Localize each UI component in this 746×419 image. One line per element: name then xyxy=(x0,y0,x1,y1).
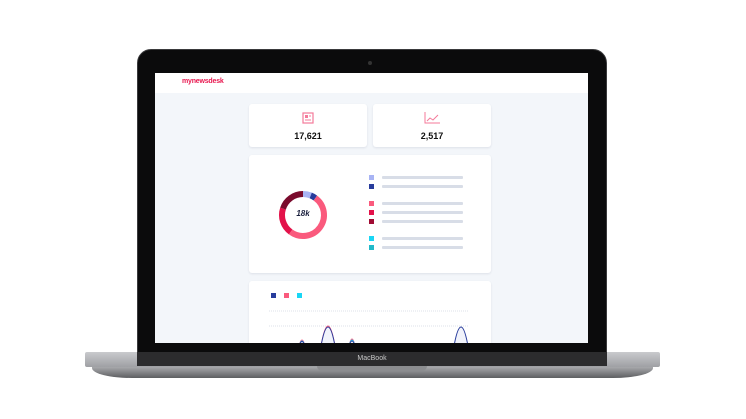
laptop-foot xyxy=(92,367,653,378)
newspaper-icon xyxy=(302,112,314,124)
line-chart-card xyxy=(249,281,491,343)
legend-item xyxy=(369,245,469,250)
legend-swatch xyxy=(369,201,374,206)
legend-item xyxy=(369,219,469,224)
legend-placeholder-line xyxy=(382,176,463,179)
legend-item xyxy=(369,236,469,241)
legend-placeholder-line xyxy=(382,220,463,223)
legend-placeholder-line xyxy=(382,211,463,214)
donut-segment xyxy=(309,192,318,201)
series-navy xyxy=(299,326,468,343)
legend-item xyxy=(369,175,469,180)
stat-card-views: 2,517 xyxy=(373,104,491,147)
stat-value: 2,517 xyxy=(420,131,444,141)
chart-legend-swatch xyxy=(284,293,289,298)
donut-chart xyxy=(279,191,327,239)
legend-swatch xyxy=(369,236,374,241)
legend-item xyxy=(369,210,469,215)
donut-card: 18k xyxy=(249,155,491,273)
legend-swatch xyxy=(369,184,374,189)
screen: mynewsdesk 17,621 2,517 18k xyxy=(155,73,588,343)
camera xyxy=(368,61,372,65)
stat-card-articles: 17,621 xyxy=(249,104,367,147)
donut-segment xyxy=(280,191,304,210)
legend-swatch xyxy=(369,175,374,180)
chart-legend-swatch xyxy=(297,293,302,298)
donut-segment xyxy=(302,191,312,199)
hinge xyxy=(137,352,607,366)
legend-placeholder-line xyxy=(382,237,463,240)
top-bar: mynewsdesk xyxy=(155,73,588,93)
legend-placeholder-line xyxy=(382,246,463,249)
line-chart xyxy=(269,310,469,343)
chart-legend-swatch xyxy=(271,293,276,298)
legend-swatch xyxy=(369,245,374,250)
opening-notch xyxy=(317,366,427,371)
donut-segment xyxy=(279,207,293,235)
logo[interactable]: mynewsdesk xyxy=(182,78,224,85)
line-chart-icon xyxy=(424,112,440,124)
legend-placeholder-line xyxy=(382,185,463,188)
legend-swatch xyxy=(369,219,374,224)
stat-value: 17,621 xyxy=(294,131,322,141)
donut-center-label: 18k xyxy=(296,209,310,218)
donut-segment xyxy=(288,195,327,239)
device-brand: MacBook xyxy=(357,355,387,362)
legend-swatch xyxy=(369,210,374,215)
legend-placeholder-line xyxy=(382,202,463,205)
legend-item xyxy=(369,184,469,189)
legend-item xyxy=(369,201,469,206)
chart-legend xyxy=(271,293,302,298)
